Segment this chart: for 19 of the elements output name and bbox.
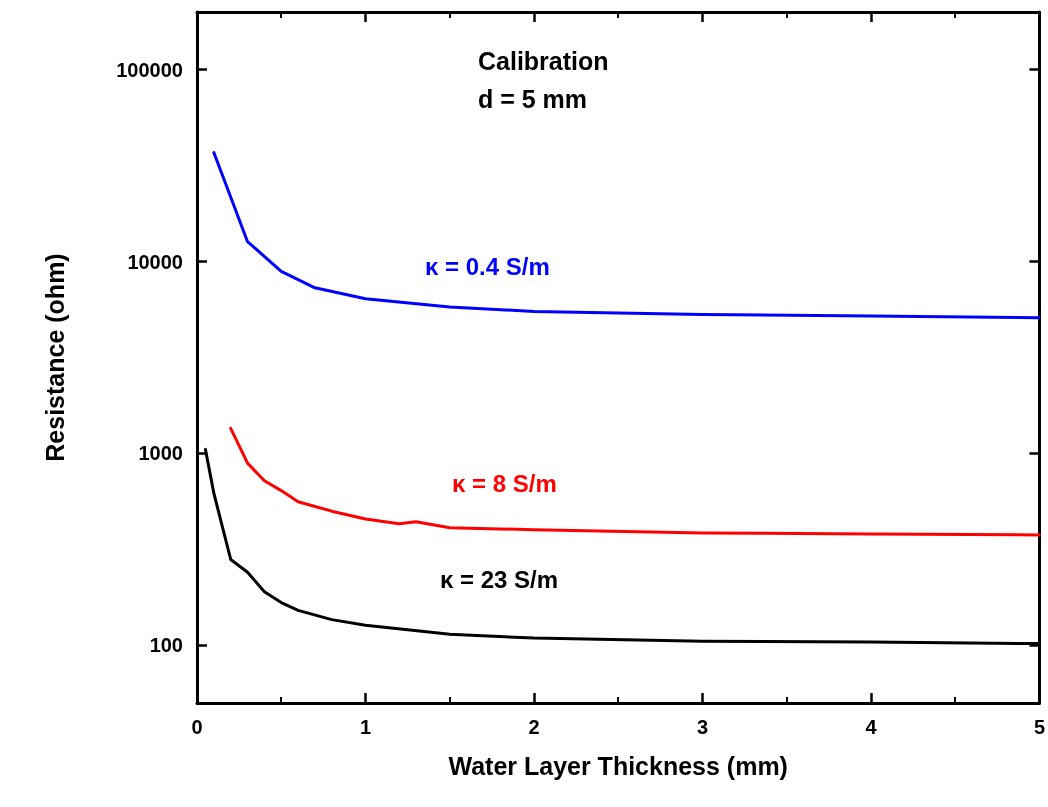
series-label: κ = 8 S/m [452, 470, 557, 498]
series-label: κ = 0.4 S/m [425, 253, 550, 281]
series-label: κ = 23 S/m [440, 566, 559, 594]
annotation: Calibration [478, 46, 609, 75]
y-tick-label: 100 [149, 634, 183, 657]
line-series [229, 426, 1041, 537]
annotation: d = 5 mm [478, 84, 588, 113]
x-tick-label: 4 [865, 716, 878, 738]
x-tick-label: 5 [1033, 716, 1045, 738]
line-series [212, 151, 1041, 320]
x-tick-label: 3 [696, 716, 709, 738]
y-axis-title: Resistance (ohm) [40, 253, 69, 462]
x-axis-title: Water Layer Thickness (mm) [448, 751, 788, 780]
y-tick-label: 1000 [138, 442, 183, 465]
y-tick-label: 10000 [127, 250, 183, 273]
x-tick-label: 1 [359, 716, 372, 738]
x-tick-label: 2 [528, 716, 540, 738]
x-tick-label: 0 [191, 716, 203, 738]
y-tick-label: 100000 [116, 58, 183, 81]
